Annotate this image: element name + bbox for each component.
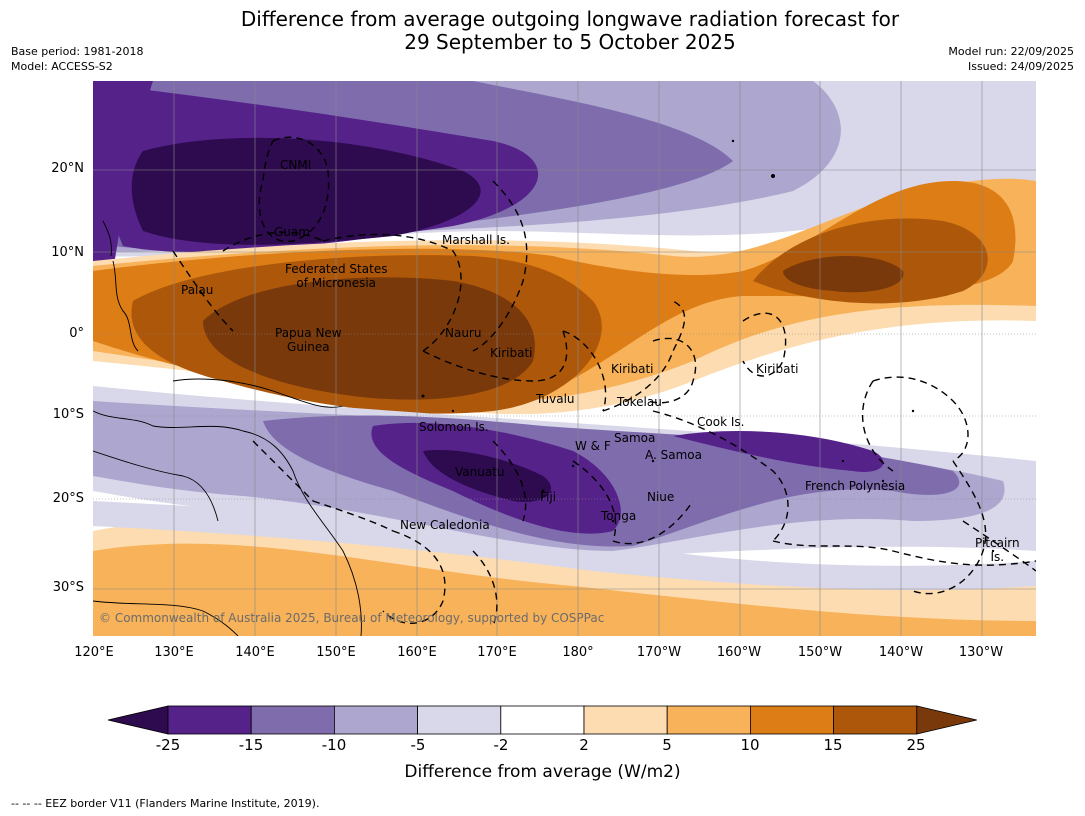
base-period: Base period: 1981-2018 xyxy=(11,45,144,58)
colorbar-tick: -15 xyxy=(238,736,264,754)
lon-label-170w: 170°W xyxy=(636,645,682,660)
lat-label-0: 0° xyxy=(69,326,84,341)
lon-label-120e: 120°E xyxy=(74,645,114,660)
lat-label-20n: 20°N xyxy=(51,161,84,176)
lat-label-10s: 10°S xyxy=(52,407,84,422)
spcz-darkest xyxy=(423,450,552,502)
olr-anomaly-map xyxy=(93,81,1036,636)
colorbar-segment xyxy=(167,705,252,735)
lon-label-180: 180° xyxy=(562,645,594,660)
eez-legend-note: -- -- -- EEZ border V11 (Flanders Marine… xyxy=(11,797,320,810)
chart-title-line1: Difference from average outgoing longwav… xyxy=(240,7,900,31)
place-new-caledonia: New Caledonia xyxy=(400,518,490,532)
graticule xyxy=(93,81,1036,636)
purple-north-darkest xyxy=(131,137,481,245)
place-palau: Palau xyxy=(181,283,214,297)
colorbar-extend-high xyxy=(916,705,977,735)
lat-label-30s: 30°S xyxy=(52,580,84,595)
lon-label-160w: 160°W xyxy=(716,645,762,660)
colorbar-tick: 25 xyxy=(906,736,926,754)
place-kiribati-central: Kiribati xyxy=(611,362,654,376)
place-wallis-futuna: W & F xyxy=(575,439,611,453)
brown-core xyxy=(203,277,535,400)
place-tuvalu: Tuvalu xyxy=(536,392,575,406)
colorbar-segment xyxy=(333,705,418,735)
colorbar xyxy=(107,705,977,735)
chart-title-line2: 29 September to 5 October 2025 xyxy=(404,30,736,54)
colorbar-segment xyxy=(666,705,751,735)
place-cook-is: Cook Is. xyxy=(697,415,745,429)
colorbar-tick: -2 xyxy=(493,736,509,754)
colorbar-segment xyxy=(833,705,918,735)
colorbar-tick: 15 xyxy=(823,736,843,754)
lon-label-160e: 160°E xyxy=(397,645,437,660)
place-solomon-is: Solomon Is. xyxy=(419,420,489,434)
place-french-polynesia: French Polynesia xyxy=(805,479,906,493)
place-tonga: Tonga xyxy=(601,509,637,523)
colorbar-segment xyxy=(250,705,335,735)
colorbar-segment xyxy=(417,705,502,735)
colorbar-label: Difference from average (W/m2) xyxy=(404,762,681,782)
place-png: Papua New Guinea xyxy=(275,326,342,354)
colorbar-extend-low xyxy=(107,705,169,735)
eez-borders xyxy=(172,136,1036,627)
colorbar-tick: -25 xyxy=(155,736,181,754)
lat-label-10n: 10°N xyxy=(51,245,84,260)
place-kiribati-east: Kiribati xyxy=(756,362,799,376)
brown-core-east xyxy=(783,256,904,293)
lon-label-130e: 130°E xyxy=(154,645,194,660)
colorbar-segment xyxy=(583,705,668,735)
spcz-dark-east xyxy=(673,431,884,472)
colorbar-segment xyxy=(750,705,835,735)
place-nauru: Nauru xyxy=(445,326,482,340)
place-niue: Niue xyxy=(647,490,675,504)
lon-label-150w: 150°W xyxy=(797,645,843,660)
orange-band-south xyxy=(93,543,1036,636)
place-kiribati-west: Kiribati xyxy=(490,346,533,360)
colorbar-tick: 5 xyxy=(662,736,672,754)
place-fiji: Fiji xyxy=(540,490,557,504)
place-american-samoa: A. Samoa xyxy=(645,448,702,462)
place-vanuatu: Vanuatu xyxy=(455,465,505,479)
coastlines xyxy=(93,220,362,636)
place-cnmi: CNMI xyxy=(280,158,312,172)
place-marshall-is: Marshall Is. xyxy=(442,233,510,247)
lon-label-140e: 140°E xyxy=(235,645,275,660)
place-samoa: Samoa xyxy=(614,431,656,445)
place-guam: Guam xyxy=(274,225,310,239)
colorbar-tick: -5 xyxy=(410,736,426,754)
colorbar-tick: 2 xyxy=(579,736,589,754)
place-tokelau: Tokelau xyxy=(617,395,662,409)
issued-date: Issued: 24/09/2025 xyxy=(967,60,1074,73)
lat-label-20s: 20°S xyxy=(52,491,84,506)
lon-label-170e: 170°E xyxy=(477,645,517,660)
colorbar-tick: -10 xyxy=(321,736,347,754)
islands xyxy=(421,139,995,553)
purple-nw-corner xyxy=(93,81,153,271)
lon-label-140w: 140°W xyxy=(878,645,924,660)
model-name: Model: ACCESS-S2 xyxy=(11,60,113,73)
copyright-notice: © Commonwealth of Australia 2025, Bureau… xyxy=(99,611,605,625)
place-fsm: Federated States of Micronesia xyxy=(285,262,388,290)
model-run: Model run: 22/09/2025 xyxy=(948,45,1074,58)
lon-label-150e: 150°E xyxy=(316,645,356,660)
place-pitcairn-is: Pitcairn Is. xyxy=(975,536,1020,564)
colorbar-segment xyxy=(500,705,585,735)
colorbar-tick: 10 xyxy=(740,736,760,754)
lon-label-130w: 130°W xyxy=(958,645,1004,660)
